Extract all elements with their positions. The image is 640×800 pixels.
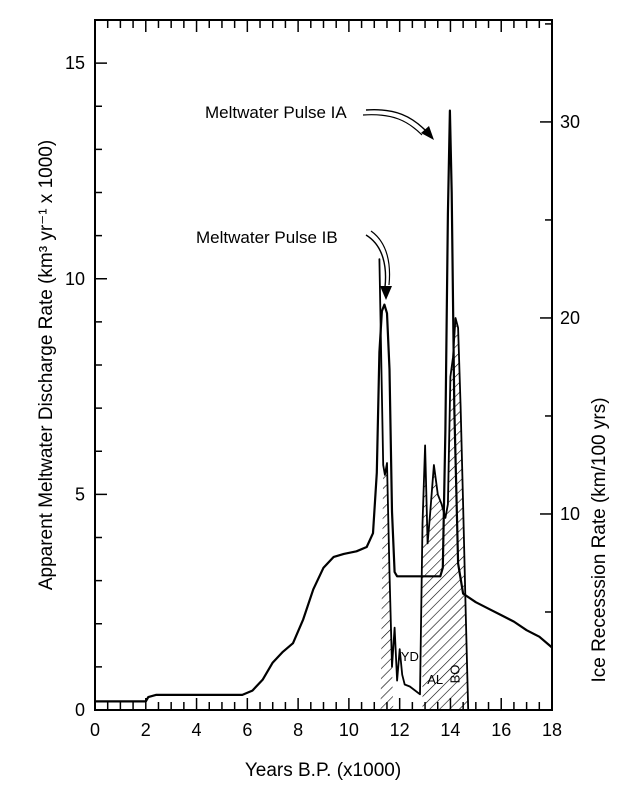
arrow-head <box>421 126 434 140</box>
y-tick-label: 5 <box>75 484 85 504</box>
series-line-ice-recession <box>378 258 470 710</box>
x-tick-label: 14 <box>440 720 460 740</box>
x-axis-title: Years B.P. (x1000) <box>245 760 401 781</box>
annotation-pulse-ib: Meltwater Pulse IB <box>196 228 338 247</box>
annotation-al: AL <box>427 672 443 687</box>
right-tick-label: 20 <box>560 308 580 328</box>
series-line-discharge <box>95 109 552 703</box>
arrow-line <box>365 109 429 134</box>
x-axis-ticks: 0 2 4 6 8 10 12 14 16 18 <box>90 20 562 740</box>
y-axis-title: Apparent Meltwater Discharge Rate (km³ y… <box>36 140 57 590</box>
annotation-yd: YD <box>401 649 419 664</box>
x-tick-label: 10 <box>339 720 359 740</box>
y-tick-label: 15 <box>65 53 85 73</box>
right-tick-label: 30 <box>560 112 580 132</box>
x-tick-label: 2 <box>141 720 151 740</box>
right-tick-label: 10 <box>560 504 580 524</box>
arrow-line <box>370 230 391 286</box>
x-tick-label: 8 <box>293 720 303 740</box>
x-tick-label: 12 <box>390 720 410 740</box>
hatched-region-0 <box>380 463 394 710</box>
x-tick-label: 6 <box>242 720 252 740</box>
annotation-pulse-ia: Meltwater Pulse IA <box>205 103 347 122</box>
annotation-bo: BO <box>448 665 463 684</box>
series-layer <box>95 109 552 710</box>
arrow-line <box>365 234 387 288</box>
y-tick-label: 10 <box>65 269 85 289</box>
hatched-region-layer <box>380 318 469 710</box>
arrow-head <box>380 286 392 300</box>
y-tick-label: 0 <box>75 700 85 720</box>
y-axis-ticks: 0 5 10 15 <box>65 19 107 720</box>
arrow-line <box>362 114 423 136</box>
x-tick-label: 16 <box>491 720 511 740</box>
hatched-region-1 <box>422 318 469 710</box>
x-tick-label: 4 <box>192 720 202 740</box>
x-tick-label: 18 <box>542 720 562 740</box>
annotation-layer: Meltwater Pulse IA Meltwater Pulse IB YD AL… <box>196 103 463 687</box>
right-axis-ticks: 10 20 30 <box>540 23 580 711</box>
right-axis-title: Ice Recesssion Rate (km/100 yrs) <box>589 397 610 682</box>
x-tick-label: 0 <box>90 720 100 740</box>
